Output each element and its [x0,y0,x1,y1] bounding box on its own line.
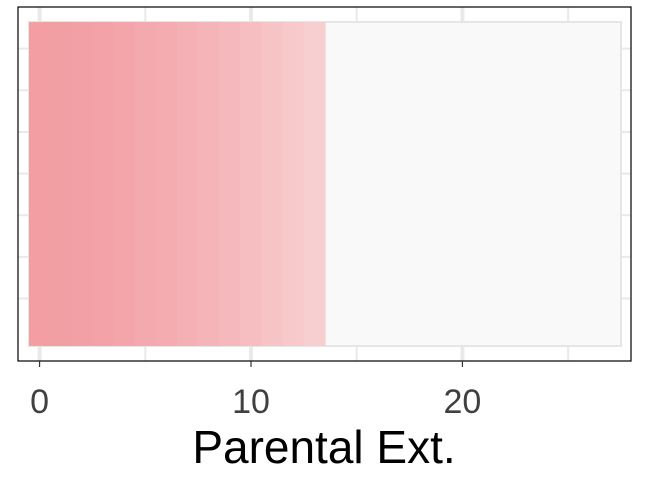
x-tick-label: 0 [30,383,49,421]
x-tick-label: 10 [232,383,270,421]
x-tick-label: 20 [444,383,482,421]
value-bar-segment [29,22,51,346]
value-bar-segment [240,22,263,346]
value-bar-segment [92,22,115,346]
value-bar-segment [134,22,157,346]
value-bar-segment [303,22,326,346]
value-bar-segment [198,22,220,346]
value-bar-segment [113,22,136,346]
frame-layer [17,6,632,362]
x-axis-title: Parental Ext. [192,421,455,473]
value-bar-segment [155,22,178,346]
value-bar-segment [50,22,72,346]
value-bar-segment [177,22,199,346]
panel-border [17,6,632,362]
value-bar-segment [71,22,94,346]
value-bar-segment [282,22,305,346]
bar-layer [29,22,326,346]
value-bar-segment [261,22,284,346]
tick-layer: 0 10 20 [30,361,481,421]
value-bar-segment [219,22,242,346]
